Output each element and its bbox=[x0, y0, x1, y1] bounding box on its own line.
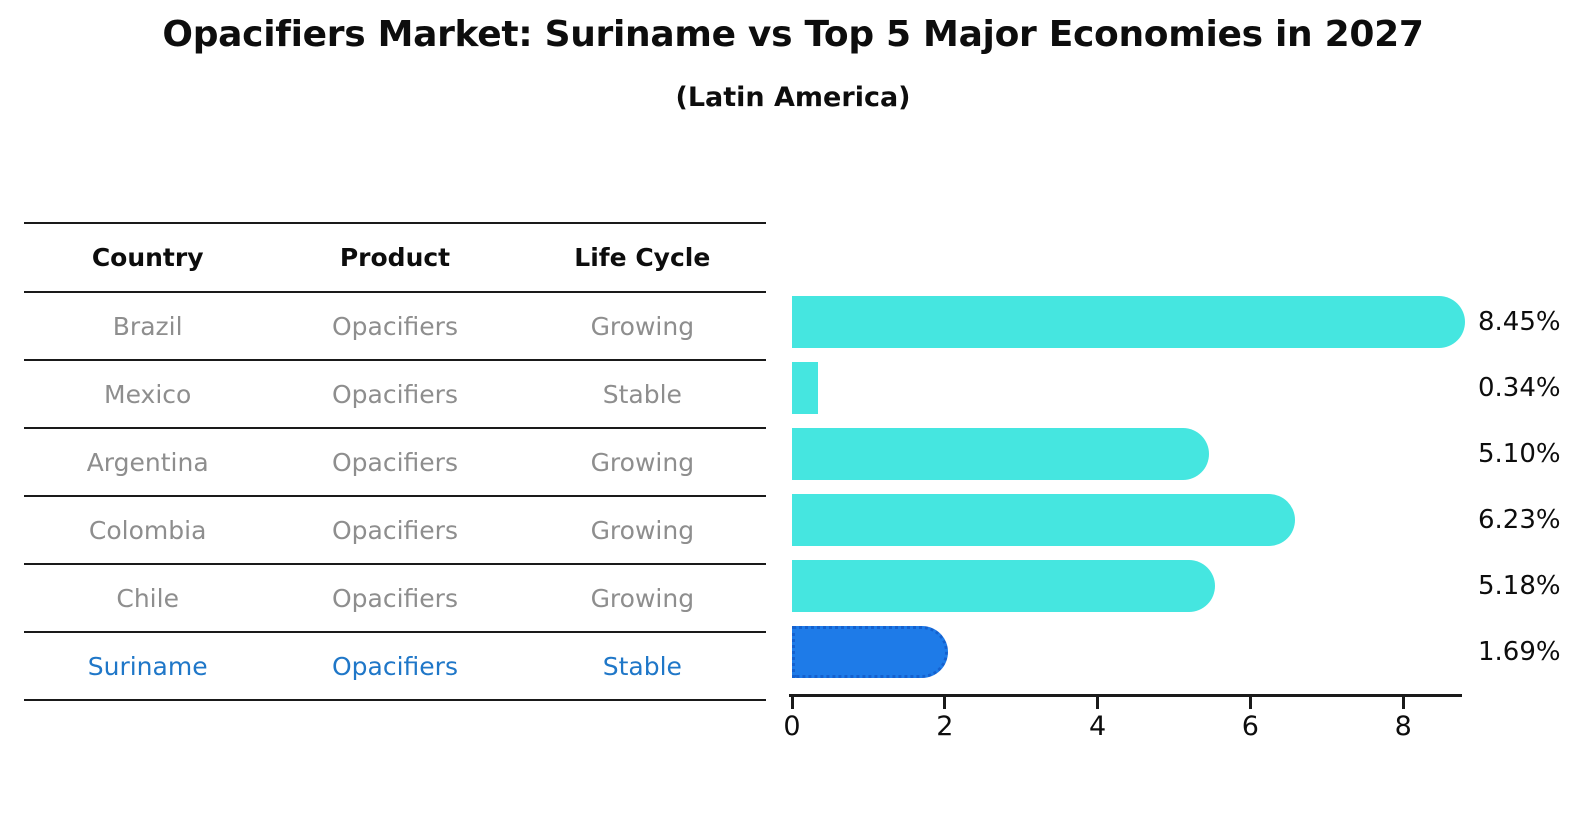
table-cell-life-cycle: Growing bbox=[590, 515, 695, 545]
x-tick-mark bbox=[1401, 697, 1405, 709]
chart-title: Opacifiers Market: Suriname vs Top 5 Maj… bbox=[162, 14, 1424, 55]
table-row-suriname: Suriname Opacifiers Stable bbox=[24, 631, 766, 699]
table-cell-country: Argentina bbox=[86, 447, 209, 477]
table-cell-life-cycle: Stable bbox=[602, 651, 682, 681]
bar-value-label: 5.10% bbox=[1478, 439, 1561, 469]
bar-argentina bbox=[792, 428, 1209, 480]
x-tick-label: 8 bbox=[1394, 711, 1412, 742]
bar-row-chile: 5.18% bbox=[792, 553, 1586, 619]
x-tick-label: 4 bbox=[1089, 711, 1107, 742]
table-cell-product: Opacifiers bbox=[331, 583, 458, 613]
bar-row-colombia: 6.23% bbox=[792, 487, 1586, 553]
table-row-mexico: Mexico Opacifiers Stable bbox=[24, 359, 766, 427]
table-header-row: Country Product Life Cycle bbox=[24, 222, 766, 291]
bar-chile bbox=[792, 560, 1215, 612]
table-cell-product: Opacifiers bbox=[331, 379, 458, 409]
bar-brazil bbox=[792, 296, 1465, 348]
country-table: Country Product Life Cycle Brazil Opacifiers… bbox=[24, 222, 766, 701]
table-header-cell-life-cycle: Life Cycle bbox=[574, 243, 711, 272]
table-header-cell-product: Product bbox=[339, 243, 451, 272]
bar-value-label: 1.69% bbox=[1478, 637, 1561, 667]
chart-subtitle: (Latin America) bbox=[675, 82, 911, 113]
bar-chart-plot-area: 8.45% 0.34% 5.10% 6.23% 5.18% 1.69% bbox=[792, 289, 1586, 685]
table-row-chile: Chile Opacifiers Growing bbox=[24, 563, 766, 631]
table-row-colombia: Colombia Opacifiers Growing bbox=[24, 495, 766, 563]
table-cell-life-cycle: Growing bbox=[590, 447, 695, 477]
x-tick-label: 2 bbox=[936, 711, 954, 742]
table-cell-product: Opacifiers bbox=[331, 651, 458, 681]
table-row-argentina: Argentina Opacifiers Growing bbox=[24, 427, 766, 495]
x-tick-mark bbox=[1248, 697, 1252, 709]
table-cell-product: Opacifiers bbox=[331, 515, 458, 545]
bar-value-label: 8.45% bbox=[1478, 307, 1561, 337]
x-axis-line bbox=[789, 694, 1462, 697]
x-axis-ticks: 0 2 4 6 8 bbox=[783, 697, 1492, 757]
table-cell-country: Brazil bbox=[112, 311, 183, 341]
table-cell-life-cycle: Growing bbox=[590, 583, 695, 613]
table-header-cell-country: Country bbox=[91, 243, 204, 272]
x-tick-mark bbox=[790, 697, 794, 709]
bar-colombia bbox=[792, 494, 1295, 546]
table-row-brazil: Brazil Opacifiers Growing bbox=[24, 291, 766, 359]
bar-mexico bbox=[792, 362, 818, 414]
table-cell-country: Mexico bbox=[104, 379, 192, 409]
table-cell-life-cycle: Growing bbox=[590, 311, 695, 341]
bar-row-suriname: 1.69% bbox=[792, 619, 1586, 685]
bar-value-label: 0.34% bbox=[1478, 373, 1561, 403]
bar-suriname bbox=[792, 626, 949, 678]
bar-row-brazil: 8.45% bbox=[792, 289, 1586, 355]
bar-row-argentina: 5.10% bbox=[792, 421, 1586, 487]
bar-row-mexico: 0.34% bbox=[792, 355, 1586, 421]
x-tick-mark bbox=[1096, 697, 1100, 709]
x-tick-label: 0 bbox=[783, 711, 801, 742]
table-cell-product: Opacifiers bbox=[331, 311, 458, 341]
table-cell-life-cycle: Stable bbox=[602, 379, 682, 409]
x-tick-label: 6 bbox=[1241, 711, 1259, 742]
table-cell-country: Colombia bbox=[88, 515, 207, 545]
table-cell-product: Opacifiers bbox=[331, 447, 458, 477]
x-tick-mark bbox=[943, 697, 947, 709]
table-cell-country: Suriname bbox=[87, 651, 208, 681]
table-cell-country: Chile bbox=[116, 583, 179, 613]
bar-value-label: 5.18% bbox=[1478, 571, 1561, 601]
bar-value-label: 6.23% bbox=[1478, 505, 1561, 535]
